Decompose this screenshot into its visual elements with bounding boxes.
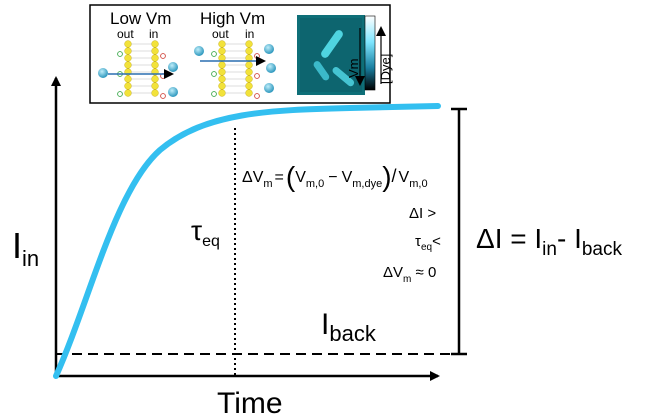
micrograph-image — [297, 15, 365, 95]
lipid-head — [246, 62, 253, 69]
lipid-head — [152, 55, 159, 62]
lipid-head — [246, 69, 253, 76]
ion-icon — [266, 63, 276, 73]
lipid-head — [219, 41, 226, 48]
condition-delta-vm: ΔVm ≈ 0 — [383, 264, 436, 285]
condition-tau: τeq< — [415, 233, 441, 253]
lipid-head — [152, 62, 159, 69]
lipid-head — [125, 55, 132, 62]
lipid-head — [219, 90, 226, 97]
tau-label: τeq — [191, 215, 220, 250]
condition-delta-i: ΔI > — [409, 205, 436, 222]
out-label-right: out — [212, 27, 229, 41]
ion-icon — [264, 44, 274, 54]
delta-i-equation: ΔI = Iin- Iback — [476, 223, 622, 260]
lipid-head — [125, 90, 132, 97]
ion-icon — [168, 62, 178, 72]
low-vm-label: Low Vm — [110, 9, 171, 28]
in-label-right: in — [245, 27, 254, 41]
lipid-head — [246, 90, 253, 97]
lipid-head — [219, 76, 226, 83]
high-vm-label: High Vm — [200, 9, 265, 28]
lipid-head — [152, 76, 159, 83]
in-label-left: in — [149, 27, 158, 41]
lipid-head — [246, 76, 253, 83]
lipid-head — [246, 41, 253, 48]
lipid-head — [152, 90, 159, 97]
lipid-head — [219, 69, 226, 76]
ion-icon — [264, 83, 274, 93]
ion-icon — [194, 46, 204, 56]
ion-icon — [98, 68, 108, 78]
vm-scale-label: Vm — [346, 59, 361, 79]
inset-panel: Low Vm High Vm out in out in — [90, 5, 393, 103]
lipid-head — [152, 48, 159, 55]
lipid-head — [219, 62, 226, 69]
lipid-head — [219, 83, 226, 90]
y-axis-label: Iin — [12, 225, 39, 271]
lipid-head — [125, 48, 132, 55]
lipid-head — [125, 83, 132, 90]
ion-icon — [168, 87, 178, 97]
lipid-head — [152, 41, 159, 48]
lipid-head — [246, 83, 253, 90]
lipid-head — [125, 62, 132, 69]
iback-label: Iback — [321, 308, 377, 346]
out-label-left: out — [117, 27, 134, 41]
signal-curve — [56, 106, 438, 376]
dye-scale-label: [Dye] — [378, 54, 393, 84]
lipid-head — [125, 76, 132, 83]
lipid-head — [125, 41, 132, 48]
x-axis-label: Time — [217, 387, 283, 418]
lipid-head — [152, 83, 159, 90]
lipid-head — [219, 48, 226, 55]
lipid-head — [246, 48, 253, 55]
delta-vm-formula: ΔVm =(Vm,0− Vm,dye)/Vm,0 — [242, 161, 428, 192]
